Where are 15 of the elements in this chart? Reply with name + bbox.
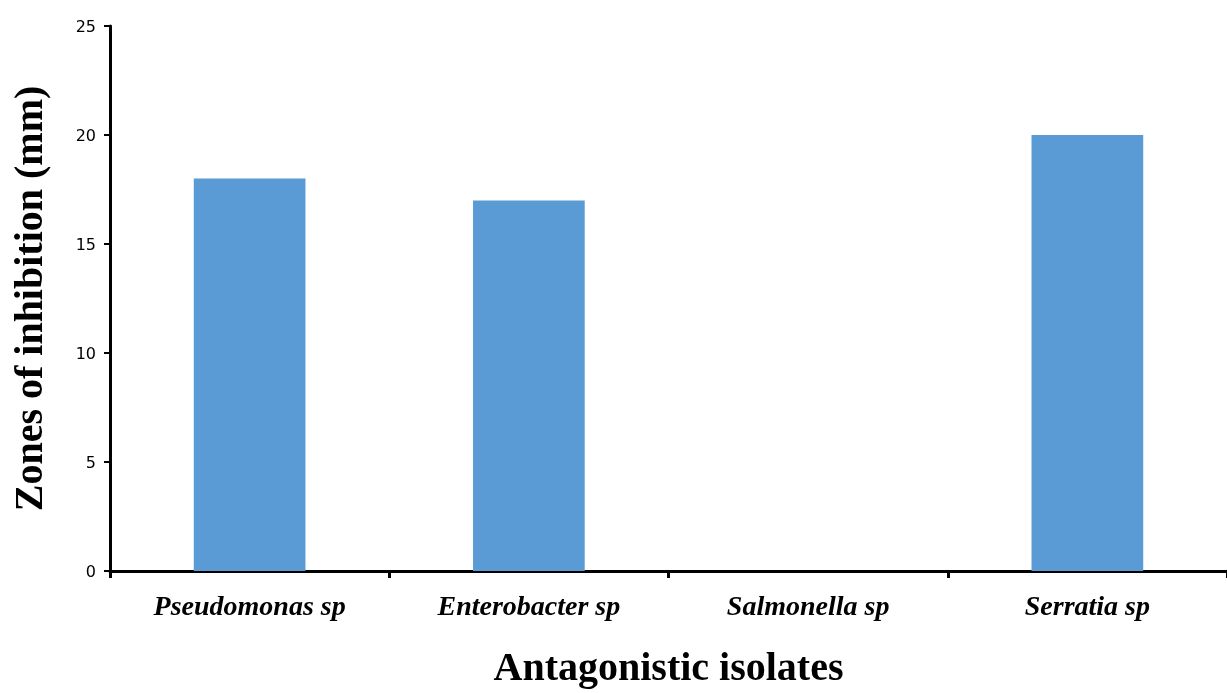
y-axis-title: Zones of inhibition (mm) xyxy=(5,85,51,512)
bar xyxy=(1031,135,1144,571)
x-tick-label: Pseudomonas sp xyxy=(152,589,346,621)
y-tick-label: 0 xyxy=(85,561,96,581)
bar xyxy=(193,178,306,571)
x-tick-label: Serratia sp xyxy=(1024,589,1150,621)
x-axis-title: Antagonistic isolates xyxy=(493,643,844,689)
y-tick-label: 10 xyxy=(75,343,96,363)
x-tick-label: Salmonella sp xyxy=(726,589,890,621)
bar xyxy=(473,200,585,571)
y-tick-label: 15 xyxy=(75,234,96,254)
y-tick-label: 5 xyxy=(85,452,96,472)
y-tick-label: 20 xyxy=(75,125,96,145)
y-tick-label: 25 xyxy=(75,16,96,36)
x-tick-label: Enterobacter sp xyxy=(436,589,621,621)
